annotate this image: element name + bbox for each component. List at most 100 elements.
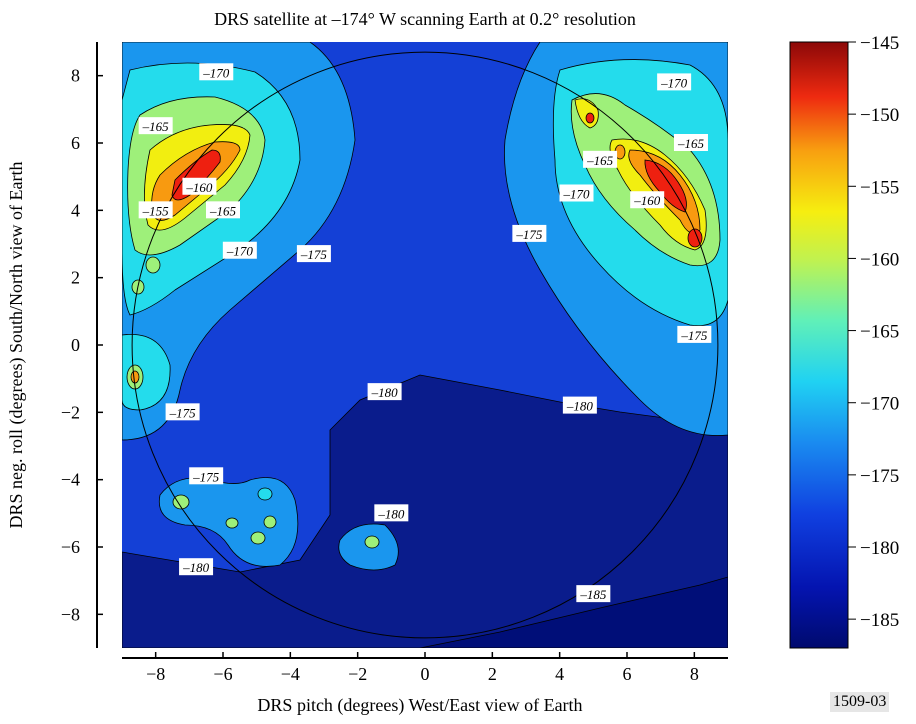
colorbar-tick-label: −185: [860, 610, 899, 631]
x-tick-label: −8: [146, 664, 165, 684]
contour-label: –180: [374, 504, 409, 522]
contour-label-text: –175: [680, 328, 708, 343]
contour-label: –185: [576, 585, 611, 603]
contour-labels: –170 –165 –160 –155 –165 –170 –175 –170 –165 –165…: [138, 63, 712, 603]
y-tick-label: −2: [61, 402, 80, 422]
contour-label-box: [182, 177, 217, 195]
x-tick-label: 0: [421, 664, 430, 684]
contour-label: –170: [199, 63, 234, 81]
contour-label-box: [630, 191, 665, 209]
earth-disc-outline: [131, 51, 719, 639]
contour-label: –165: [673, 134, 708, 151]
y-tick-label: 2: [71, 268, 80, 288]
colorbar-ticks: −145 −150 −155 −160 −165 −170 −175 −180 −185: [848, 33, 899, 631]
spot-bl-3: [225, 517, 239, 529]
contour-label-text: –170: [226, 244, 254, 259]
contour-label-box: [138, 117, 173, 135]
contour-label: –180: [562, 396, 597, 414]
x-tick-label: 2: [488, 664, 497, 684]
contour-label-text: –170: [563, 187, 591, 202]
colorbar-tick-label: −150: [860, 105, 899, 126]
y-tick-label: 0: [71, 335, 80, 355]
contour-label-box: [179, 558, 214, 576]
spot-left-3-core: [130, 370, 140, 384]
contour-label: –160: [630, 191, 665, 209]
contour-label: –175: [512, 224, 547, 242]
contour-label-text: –185: [579, 587, 607, 602]
colorbar: [789, 41, 849, 649]
contour-label: –180: [367, 383, 402, 401]
colorbar-tick-label: −160: [860, 249, 899, 270]
x-tick-label: −2: [348, 664, 367, 684]
y-ticks: −8 −6 −4 −2 0 2 4 6 8: [61, 66, 103, 624]
contour-label-box: [677, 325, 712, 343]
contour-label-text: –175: [169, 405, 197, 420]
chart-title: DRS satellite at –174° W scanning Earth …: [214, 9, 636, 29]
contour-label-text: –175: [515, 227, 543, 242]
contour-label-box: [657, 73, 692, 91]
contour-label: –165: [583, 150, 618, 168]
contour-label-box: [512, 224, 547, 242]
x-ticks: −8 −6 −4 −2 0 2 4 6 8: [146, 652, 699, 684]
x-tick-label: 8: [690, 664, 699, 684]
contour-label-box: [374, 504, 409, 522]
spot-right-3: [585, 112, 595, 124]
contour-label: –175: [165, 403, 200, 421]
x-tick-label: −6: [213, 664, 232, 684]
figure-id: 1509-03: [830, 692, 890, 712]
x-tick-label: 4: [555, 664, 564, 684]
contour-label-text: –180: [371, 385, 399, 400]
contour-label-box: [206, 201, 240, 219]
contour-label-text: –175: [300, 247, 328, 262]
contour-label: –170: [657, 73, 692, 91]
contour-label-box: [562, 396, 597, 414]
contour-label-box: [165, 403, 200, 421]
contour-label-text: –165: [142, 119, 170, 134]
contour-region-150-right: [644, 159, 687, 213]
contour-label: –175: [677, 325, 712, 343]
contour-label: –175: [189, 467, 224, 485]
y-axis-label: DRS neg. roll (degrees) South/North view…: [6, 162, 27, 529]
spot-bl-4: [263, 515, 277, 529]
colorbar-tick-label: −175: [860, 466, 899, 487]
contour-label: –170: [559, 184, 594, 202]
contour-label-text: –175: [192, 469, 220, 484]
contour-label-text: –170: [660, 75, 688, 90]
y-tick-label: 8: [71, 66, 80, 86]
colorbar-tick-label: −180: [860, 538, 899, 559]
contour-label: –180: [179, 558, 214, 576]
contour-label-text: –165: [586, 153, 614, 168]
x-tick-label: −4: [281, 664, 300, 684]
contour-label-text: –160: [185, 180, 213, 195]
contour-region-180-basin: [122, 374, 728, 648]
contour-region-170-lowleft: [122, 333, 171, 411]
spot-bl-5: [250, 531, 266, 545]
contour-label-text: –170: [202, 65, 230, 80]
contour-label-text: –180: [182, 560, 210, 575]
spot-right-2: [687, 228, 703, 248]
contour-label: –165: [138, 117, 173, 135]
contour-label-box: [673, 134, 708, 151]
contour-label-text: –160: [633, 193, 661, 208]
contour-label-text: –165: [209, 203, 237, 218]
contour-label-text: –165: [677, 136, 705, 151]
plot-area: –170 –165 –160 –155 –165 –170 –175 –170 –165 –165…: [122, 42, 728, 648]
contour-label: –155: [138, 201, 173, 219]
y-tick-label: 6: [71, 133, 80, 153]
y-tick-label: −6: [61, 537, 80, 557]
contour-label: –165: [206, 201, 240, 219]
contour-label-text: –180: [377, 506, 405, 521]
spot-bl-1: [172, 494, 190, 510]
colorbar-tick-label: −155: [860, 177, 899, 198]
contour-label: –170: [222, 241, 257, 259]
contour-label-text: –155: [142, 203, 170, 218]
x-tick-label: 6: [623, 664, 632, 684]
colorbar-tick-label: −145: [860, 33, 899, 54]
spot-left-1: [145, 256, 161, 274]
contour-label-box: [296, 245, 331, 263]
contour-label-box: [367, 383, 402, 401]
contour-label-text: –180: [566, 399, 594, 414]
colorbar-tick-label: −170: [860, 394, 899, 415]
contour-label-box: [199, 63, 234, 81]
